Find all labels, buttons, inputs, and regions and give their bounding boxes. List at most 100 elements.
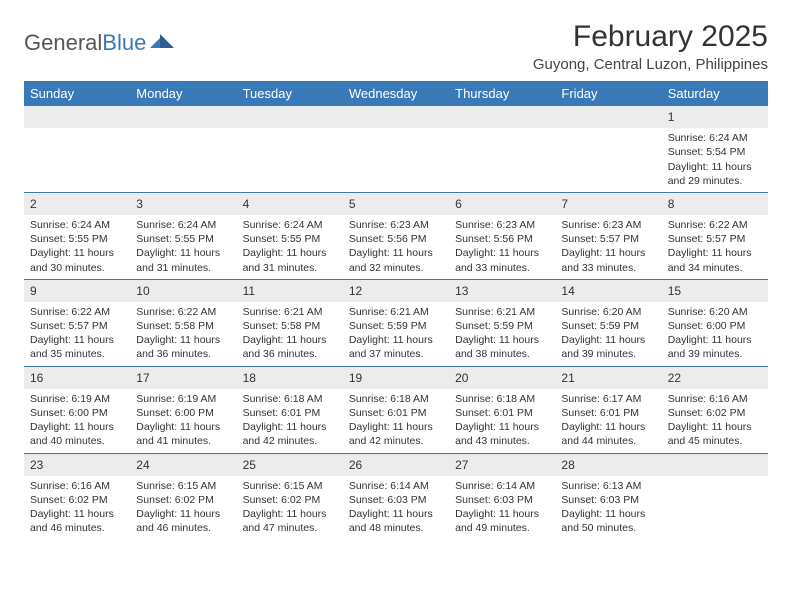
week-number-row: 2345678: [24, 192, 768, 215]
day-number: [662, 453, 768, 476]
day-cell: [449, 128, 555, 192]
header: GeneralBlue February 2025 Guyong, Centra…: [24, 20, 768, 73]
week-data-row: Sunrise: 6:24 AMSunset: 5:55 PMDaylight:…: [24, 215, 768, 279]
day-cell: Sunrise: 6:20 AMSunset: 6:00 PMDaylight:…: [662, 302, 768, 366]
day-detail-line: Sunrise: 6:14 AM: [455, 479, 549, 493]
day-cell: [24, 128, 130, 192]
day-number: 18: [237, 366, 343, 389]
day-number: 24: [130, 453, 236, 476]
day-cell: Sunrise: 6:14 AMSunset: 6:03 PMDaylight:…: [343, 476, 449, 540]
day-detail-line: Daylight: 11 hours and 29 minutes.: [668, 160, 762, 188]
day-number: 11: [237, 279, 343, 302]
day-number: 2: [24, 192, 130, 215]
day-detail-line: Daylight: 11 hours and 32 minutes.: [349, 246, 443, 274]
day-detail-line: Sunrise: 6:24 AM: [243, 218, 337, 232]
logo: GeneralBlue: [24, 28, 176, 58]
day-detail-line: Sunset: 5:57 PM: [561, 232, 655, 246]
day-cell: [237, 128, 343, 192]
day-number: 27: [449, 453, 555, 476]
calendar-week: 2345678Sunrise: 6:24 AMSunset: 5:55 PMDa…: [24, 192, 768, 279]
day-cell: Sunrise: 6:23 AMSunset: 5:56 PMDaylight:…: [343, 215, 449, 279]
day-detail-line: Daylight: 11 hours and 38 minutes.: [455, 333, 549, 361]
day-number: 1: [662, 106, 768, 129]
day-number: 28: [555, 453, 661, 476]
day-detail-line: Sunrise: 6:20 AM: [561, 305, 655, 319]
day-detail-line: Sunrise: 6:22 AM: [136, 305, 230, 319]
location-subtitle: Guyong, Central Luzon, Philippines: [533, 56, 768, 73]
day-detail-line: Sunset: 5:59 PM: [561, 319, 655, 333]
day-number: 9: [24, 279, 130, 302]
day-number: 4: [237, 192, 343, 215]
day-number: 16: [24, 366, 130, 389]
day-detail-line: Sunset: 5:55 PM: [136, 232, 230, 246]
day-cell: Sunrise: 6:24 AMSunset: 5:54 PMDaylight:…: [662, 128, 768, 192]
day-detail-line: Sunset: 6:02 PM: [668, 406, 762, 420]
day-header: Sunday: [24, 82, 130, 106]
day-detail-line: Daylight: 11 hours and 40 minutes.: [30, 420, 124, 448]
day-detail-line: Daylight: 11 hours and 42 minutes.: [349, 420, 443, 448]
day-number: [555, 106, 661, 129]
day-detail-line: Daylight: 11 hours and 46 minutes.: [30, 507, 124, 535]
week-data-row: Sunrise: 6:22 AMSunset: 5:57 PMDaylight:…: [24, 302, 768, 366]
day-cell: Sunrise: 6:15 AMSunset: 6:02 PMDaylight:…: [130, 476, 236, 540]
day-detail-line: Sunset: 6:00 PM: [136, 406, 230, 420]
day-number: 17: [130, 366, 236, 389]
day-cell: Sunrise: 6:15 AMSunset: 6:02 PMDaylight:…: [237, 476, 343, 540]
day-cell: Sunrise: 6:16 AMSunset: 6:02 PMDaylight:…: [662, 389, 768, 453]
day-detail-line: Daylight: 11 hours and 47 minutes.: [243, 507, 337, 535]
day-number: 15: [662, 279, 768, 302]
day-detail-line: Daylight: 11 hours and 30 minutes.: [30, 246, 124, 274]
day-detail-line: Sunset: 6:01 PM: [455, 406, 549, 420]
day-detail-line: Sunrise: 6:18 AM: [243, 392, 337, 406]
day-detail-line: Sunset: 5:57 PM: [668, 232, 762, 246]
week-number-row: 9101112131415: [24, 279, 768, 302]
day-number: 6: [449, 192, 555, 215]
calendar-week: 232425262728Sunrise: 6:16 AMSunset: 6:02…: [24, 453, 768, 539]
day-number: 21: [555, 366, 661, 389]
day-cell: [662, 476, 768, 540]
day-detail-line: Sunset: 6:00 PM: [668, 319, 762, 333]
day-number: 19: [343, 366, 449, 389]
day-header: Tuesday: [237, 82, 343, 106]
day-detail-line: Sunrise: 6:24 AM: [30, 218, 124, 232]
day-detail-line: Sunset: 5:58 PM: [136, 319, 230, 333]
day-number: 25: [237, 453, 343, 476]
day-detail-line: Sunset: 6:03 PM: [561, 493, 655, 507]
day-detail-line: Sunrise: 6:18 AM: [455, 392, 549, 406]
day-detail-line: Daylight: 11 hours and 36 minutes.: [243, 333, 337, 361]
day-cell: Sunrise: 6:14 AMSunset: 6:03 PMDaylight:…: [449, 476, 555, 540]
day-detail-line: Sunset: 6:02 PM: [243, 493, 337, 507]
day-detail-line: Daylight: 11 hours and 33 minutes.: [561, 246, 655, 274]
day-cell: [130, 128, 236, 192]
day-detail-line: Daylight: 11 hours and 41 minutes.: [136, 420, 230, 448]
day-number: 23: [24, 453, 130, 476]
day-detail-line: Sunrise: 6:22 AM: [30, 305, 124, 319]
day-cell: Sunrise: 6:18 AMSunset: 6:01 PMDaylight:…: [449, 389, 555, 453]
day-detail-line: Daylight: 11 hours and 44 minutes.: [561, 420, 655, 448]
day-cell: Sunrise: 6:21 AMSunset: 5:59 PMDaylight:…: [449, 302, 555, 366]
logo-text-first: General: [24, 30, 102, 56]
day-cell: [343, 128, 449, 192]
day-detail-line: Daylight: 11 hours and 39 minutes.: [561, 333, 655, 361]
day-detail-line: Sunrise: 6:22 AM: [668, 218, 762, 232]
day-cell: Sunrise: 6:20 AMSunset: 5:59 PMDaylight:…: [555, 302, 661, 366]
day-detail-line: Sunrise: 6:18 AM: [349, 392, 443, 406]
day-number: 14: [555, 279, 661, 302]
day-detail-line: Sunrise: 6:23 AM: [561, 218, 655, 232]
day-cell: Sunrise: 6:19 AMSunset: 6:00 PMDaylight:…: [24, 389, 130, 453]
week-data-row: Sunrise: 6:16 AMSunset: 6:02 PMDaylight:…: [24, 476, 768, 540]
day-detail-line: Sunrise: 6:14 AM: [349, 479, 443, 493]
day-detail-line: Sunset: 5:55 PM: [30, 232, 124, 246]
month-title: February 2025: [533, 20, 768, 54]
day-number: 26: [343, 453, 449, 476]
day-number: [130, 106, 236, 129]
day-detail-line: Daylight: 11 hours and 49 minutes.: [455, 507, 549, 535]
day-cell: Sunrise: 6:18 AMSunset: 6:01 PMDaylight:…: [237, 389, 343, 453]
day-cell: Sunrise: 6:21 AMSunset: 5:59 PMDaylight:…: [343, 302, 449, 366]
day-number: 22: [662, 366, 768, 389]
title-block: February 2025 Guyong, Central Luzon, Phi…: [533, 20, 768, 73]
week-number-row: 232425262728: [24, 453, 768, 476]
day-detail-line: Sunrise: 6:13 AM: [561, 479, 655, 493]
day-header-row: Sunday Monday Tuesday Wednesday Thursday…: [24, 82, 768, 106]
day-number: 10: [130, 279, 236, 302]
